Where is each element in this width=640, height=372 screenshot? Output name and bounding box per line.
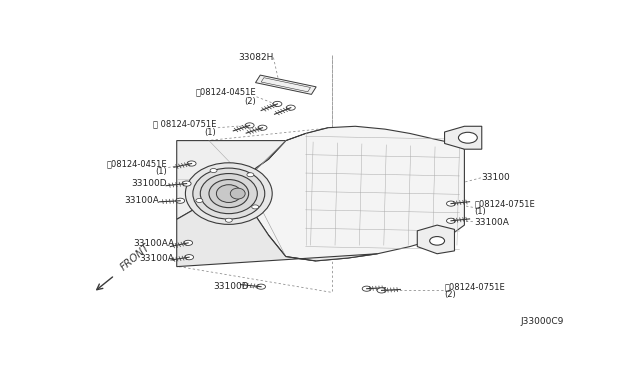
Text: 33082H: 33082H bbox=[238, 53, 273, 62]
Circle shape bbox=[245, 123, 254, 128]
Circle shape bbox=[252, 205, 259, 209]
Text: 33100D: 33100D bbox=[213, 282, 249, 291]
Ellipse shape bbox=[209, 180, 248, 208]
Circle shape bbox=[377, 288, 386, 293]
Text: J33000C9: J33000C9 bbox=[520, 317, 564, 326]
Polygon shape bbox=[417, 225, 454, 254]
Circle shape bbox=[447, 218, 456, 223]
Circle shape bbox=[176, 198, 185, 203]
Text: Ⓑ08124-0751E: Ⓑ08124-0751E bbox=[474, 199, 535, 208]
Text: (1): (1) bbox=[474, 207, 486, 216]
Circle shape bbox=[185, 254, 193, 260]
Circle shape bbox=[187, 161, 196, 166]
Text: FRONT: FRONT bbox=[118, 242, 152, 272]
Text: Ⓑ08124-0751E: Ⓑ08124-0751E bbox=[445, 282, 506, 291]
Text: Ⓑ08124-0451E: Ⓑ08124-0451E bbox=[106, 159, 167, 168]
Polygon shape bbox=[255, 75, 316, 94]
Polygon shape bbox=[445, 126, 482, 149]
Circle shape bbox=[257, 284, 266, 289]
Text: Ⓑ08124-0451E: Ⓑ08124-0451E bbox=[195, 87, 256, 96]
Polygon shape bbox=[177, 141, 286, 219]
Ellipse shape bbox=[193, 168, 265, 219]
Text: 33100D: 33100D bbox=[131, 179, 167, 188]
Text: (2): (2) bbox=[244, 97, 256, 106]
Circle shape bbox=[210, 169, 217, 173]
Circle shape bbox=[247, 173, 254, 177]
Ellipse shape bbox=[186, 163, 272, 224]
Polygon shape bbox=[246, 126, 465, 261]
Ellipse shape bbox=[230, 188, 245, 199]
Text: (2): (2) bbox=[445, 290, 456, 299]
Text: 33100AA: 33100AA bbox=[133, 239, 174, 248]
Circle shape bbox=[273, 101, 282, 106]
Circle shape bbox=[258, 125, 267, 130]
Polygon shape bbox=[177, 179, 378, 267]
Ellipse shape bbox=[458, 132, 477, 143]
Text: 33100: 33100 bbox=[482, 173, 511, 182]
Circle shape bbox=[447, 201, 456, 206]
Circle shape bbox=[225, 218, 232, 222]
Circle shape bbox=[362, 286, 371, 291]
Circle shape bbox=[182, 181, 191, 186]
Ellipse shape bbox=[200, 173, 257, 214]
Text: 33100A: 33100A bbox=[125, 196, 159, 205]
Ellipse shape bbox=[216, 185, 241, 202]
Text: (1): (1) bbox=[205, 128, 216, 137]
Circle shape bbox=[286, 105, 295, 110]
Text: (1): (1) bbox=[155, 167, 167, 176]
Ellipse shape bbox=[429, 237, 445, 245]
Circle shape bbox=[196, 199, 203, 202]
Text: 33100A: 33100A bbox=[474, 218, 509, 227]
Text: 33100A: 33100A bbox=[140, 254, 174, 263]
Text: Ⓑ 08124-0751E: Ⓑ 08124-0751E bbox=[153, 119, 216, 128]
Circle shape bbox=[184, 240, 193, 246]
